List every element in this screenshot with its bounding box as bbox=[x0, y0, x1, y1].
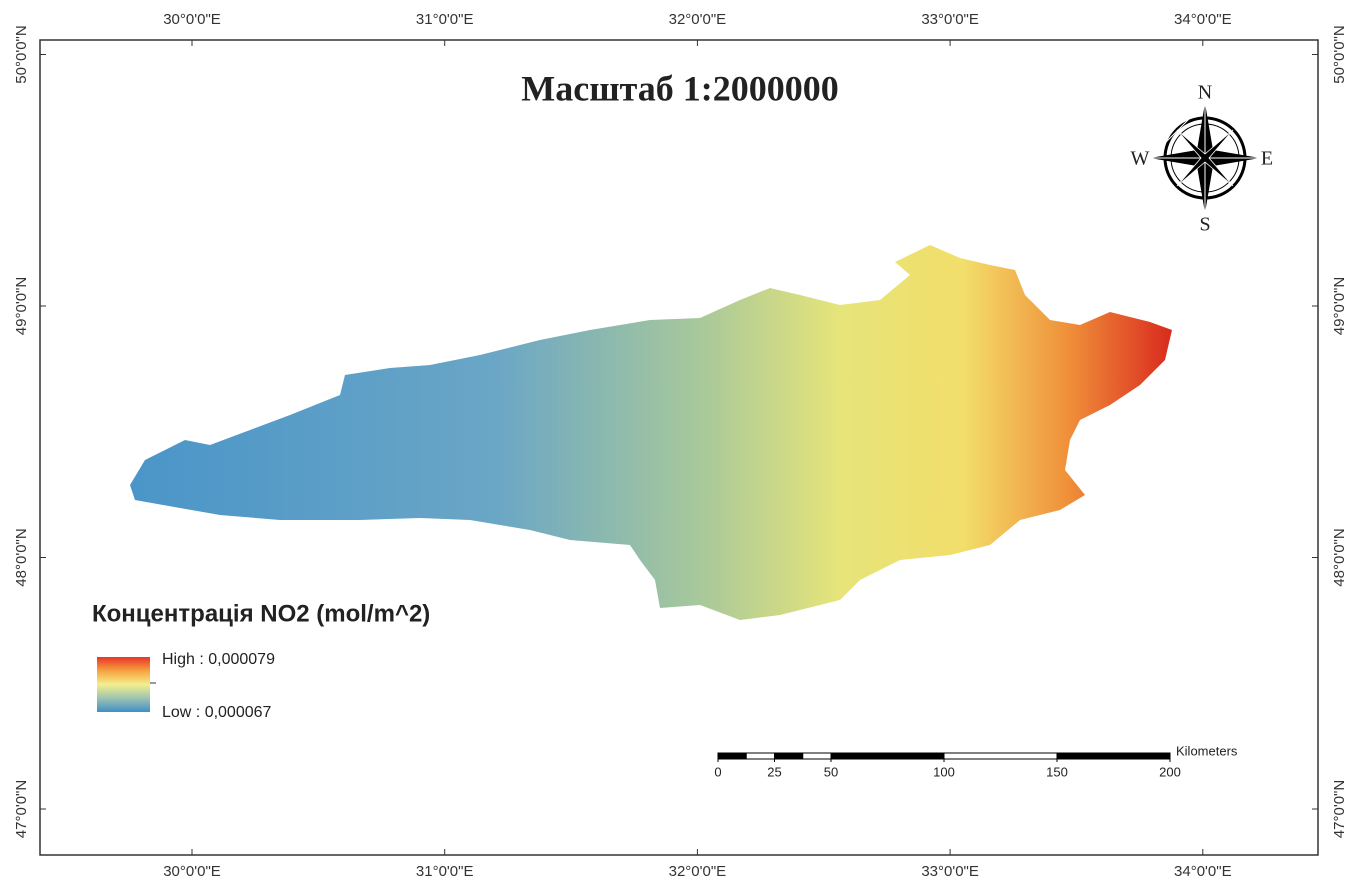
scale-label: 50 bbox=[824, 764, 838, 779]
compass-s: S bbox=[1199, 214, 1210, 236]
lon-label: 31°0'0"E bbox=[416, 863, 474, 880]
legend-ramp bbox=[97, 657, 150, 712]
lon-label: 30°0'0"E bbox=[163, 11, 221, 28]
scale-segment bbox=[718, 753, 746, 759]
map-title: Масштаб 1:2000000 bbox=[521, 68, 838, 108]
scale-label: 100 bbox=[933, 764, 955, 779]
lon-label: 34°0'0"E bbox=[1174, 863, 1232, 880]
lat-label: 49°0'0"N bbox=[1331, 277, 1348, 335]
scale-segment bbox=[944, 753, 1057, 759]
scale-segment bbox=[1057, 753, 1170, 759]
scale-segment bbox=[803, 753, 831, 759]
lon-label: 32°0'0"E bbox=[669, 863, 727, 880]
lat-label: 48°0'0"N bbox=[1331, 528, 1348, 586]
lat-label: 47°0'0"N bbox=[1331, 780, 1348, 838]
lon-label: 33°0'0"E bbox=[921, 863, 979, 880]
lon-label: 31°0'0"E bbox=[416, 11, 474, 28]
lat-label: 50°0'0"N bbox=[13, 25, 30, 83]
scale-segment bbox=[775, 753, 803, 759]
scale-label: 0 bbox=[714, 764, 721, 779]
lat-label: 49°0'0"N bbox=[13, 277, 30, 335]
lat-label: 47°0'0"N bbox=[13, 780, 30, 838]
lon-label: 33°0'0"E bbox=[921, 11, 979, 28]
compass-e: E bbox=[1261, 148, 1273, 170]
legend-title: Концентрація NO2 (mol/m^2) bbox=[92, 600, 430, 627]
lon-label: 32°0'0"E bbox=[669, 11, 727, 28]
lat-label: 48°0'0"N bbox=[13, 528, 30, 586]
scale-label: 200 bbox=[1159, 764, 1181, 779]
legend-high: High : 0,000079 bbox=[162, 651, 275, 668]
scale-unit: Kilometers bbox=[1176, 743, 1238, 758]
compass-w: W bbox=[1131, 148, 1150, 170]
scale-label: 25 bbox=[767, 764, 781, 779]
lon-label: 30°0'0"E bbox=[163, 863, 221, 880]
scale-segment bbox=[746, 753, 774, 759]
region-raster bbox=[130, 245, 1172, 620]
scale-label: 150 bbox=[1046, 764, 1068, 779]
scale-segment bbox=[831, 753, 944, 759]
lon-label: 34°0'0"E bbox=[1174, 11, 1232, 28]
map: Масштаб 1:2000000 N S E W Концентрація N… bbox=[0, 0, 1357, 886]
compass-n: N bbox=[1198, 82, 1212, 104]
legend-low: Low : 0,000067 bbox=[162, 704, 272, 721]
compass bbox=[1150, 103, 1260, 213]
lat-label: 50°0'0"N bbox=[1331, 25, 1348, 83]
